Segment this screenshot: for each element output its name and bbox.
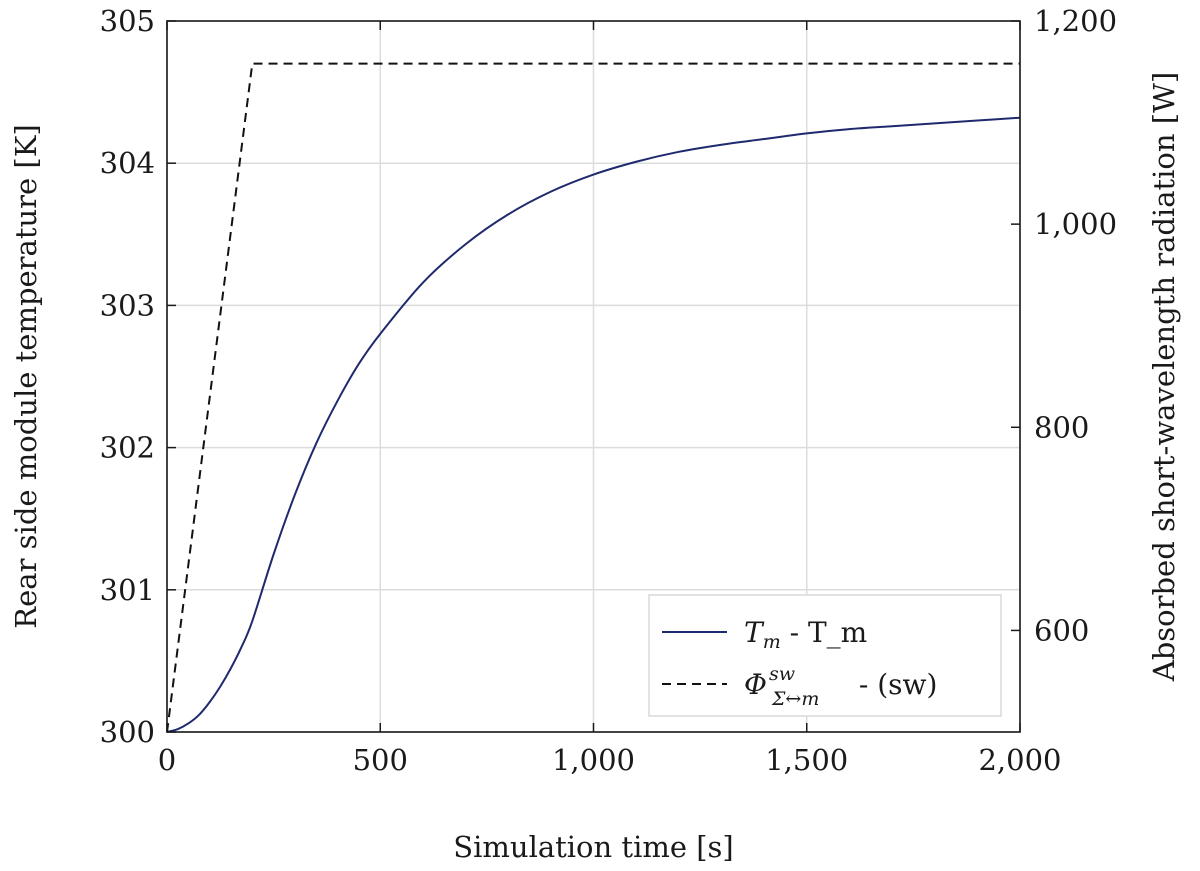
legend-sw-superscript: sw (769, 663, 795, 685)
x-tick-label: 1,000 (552, 743, 635, 777)
y-axis-title: Rear side module temperature [K] (9, 124, 43, 628)
y-tick-label: 301 (100, 573, 155, 607)
y2-tick-label: 800 (1034, 410, 1089, 444)
y-tick-label: 302 (100, 431, 155, 465)
legend-tm-rest: - T_m (781, 616, 868, 649)
y-tick-label: 304 (100, 146, 155, 180)
y-tick-label: 305 (100, 4, 155, 38)
y2-tick-label: 600 (1034, 613, 1089, 647)
y-tick-label: 303 (100, 288, 155, 322)
x-axis-title: Simulation time [s] (453, 830, 733, 864)
legend-label-tm: Tm - T_m (744, 616, 867, 653)
series-layer (166, 62, 1021, 733)
y2-axis-title: Absorbed short-wavelength radiation [W] (1147, 72, 1181, 682)
y2-tick-label: 1,000 (1034, 207, 1117, 241)
legend-tm-symbol: T (744, 616, 765, 649)
legend-box (648, 594, 1002, 717)
series-line-sw (166, 62, 1020, 733)
y-tick-label: 300 (100, 715, 155, 749)
x-tick-label: 0 (158, 743, 176, 777)
legend-sw-symbol: Φ (744, 668, 767, 701)
legend-tm-subscript: m (763, 631, 781, 653)
series-line-tm (166, 116, 1021, 733)
y2-tick-label: 1,200 (1034, 4, 1117, 38)
x-tick-label: 1,500 (765, 743, 848, 777)
x-tick-label: 500 (353, 743, 408, 777)
ticks: 0 500 1,000 1,500 2,000 300 301 302 303 304 305 600… (100, 4, 1117, 777)
legend-sw-subscript: Σ↔m (771, 688, 819, 710)
legend-sw-rest: - (sw) (850, 668, 937, 701)
x-tick-label: 2,000 (978, 743, 1061, 777)
